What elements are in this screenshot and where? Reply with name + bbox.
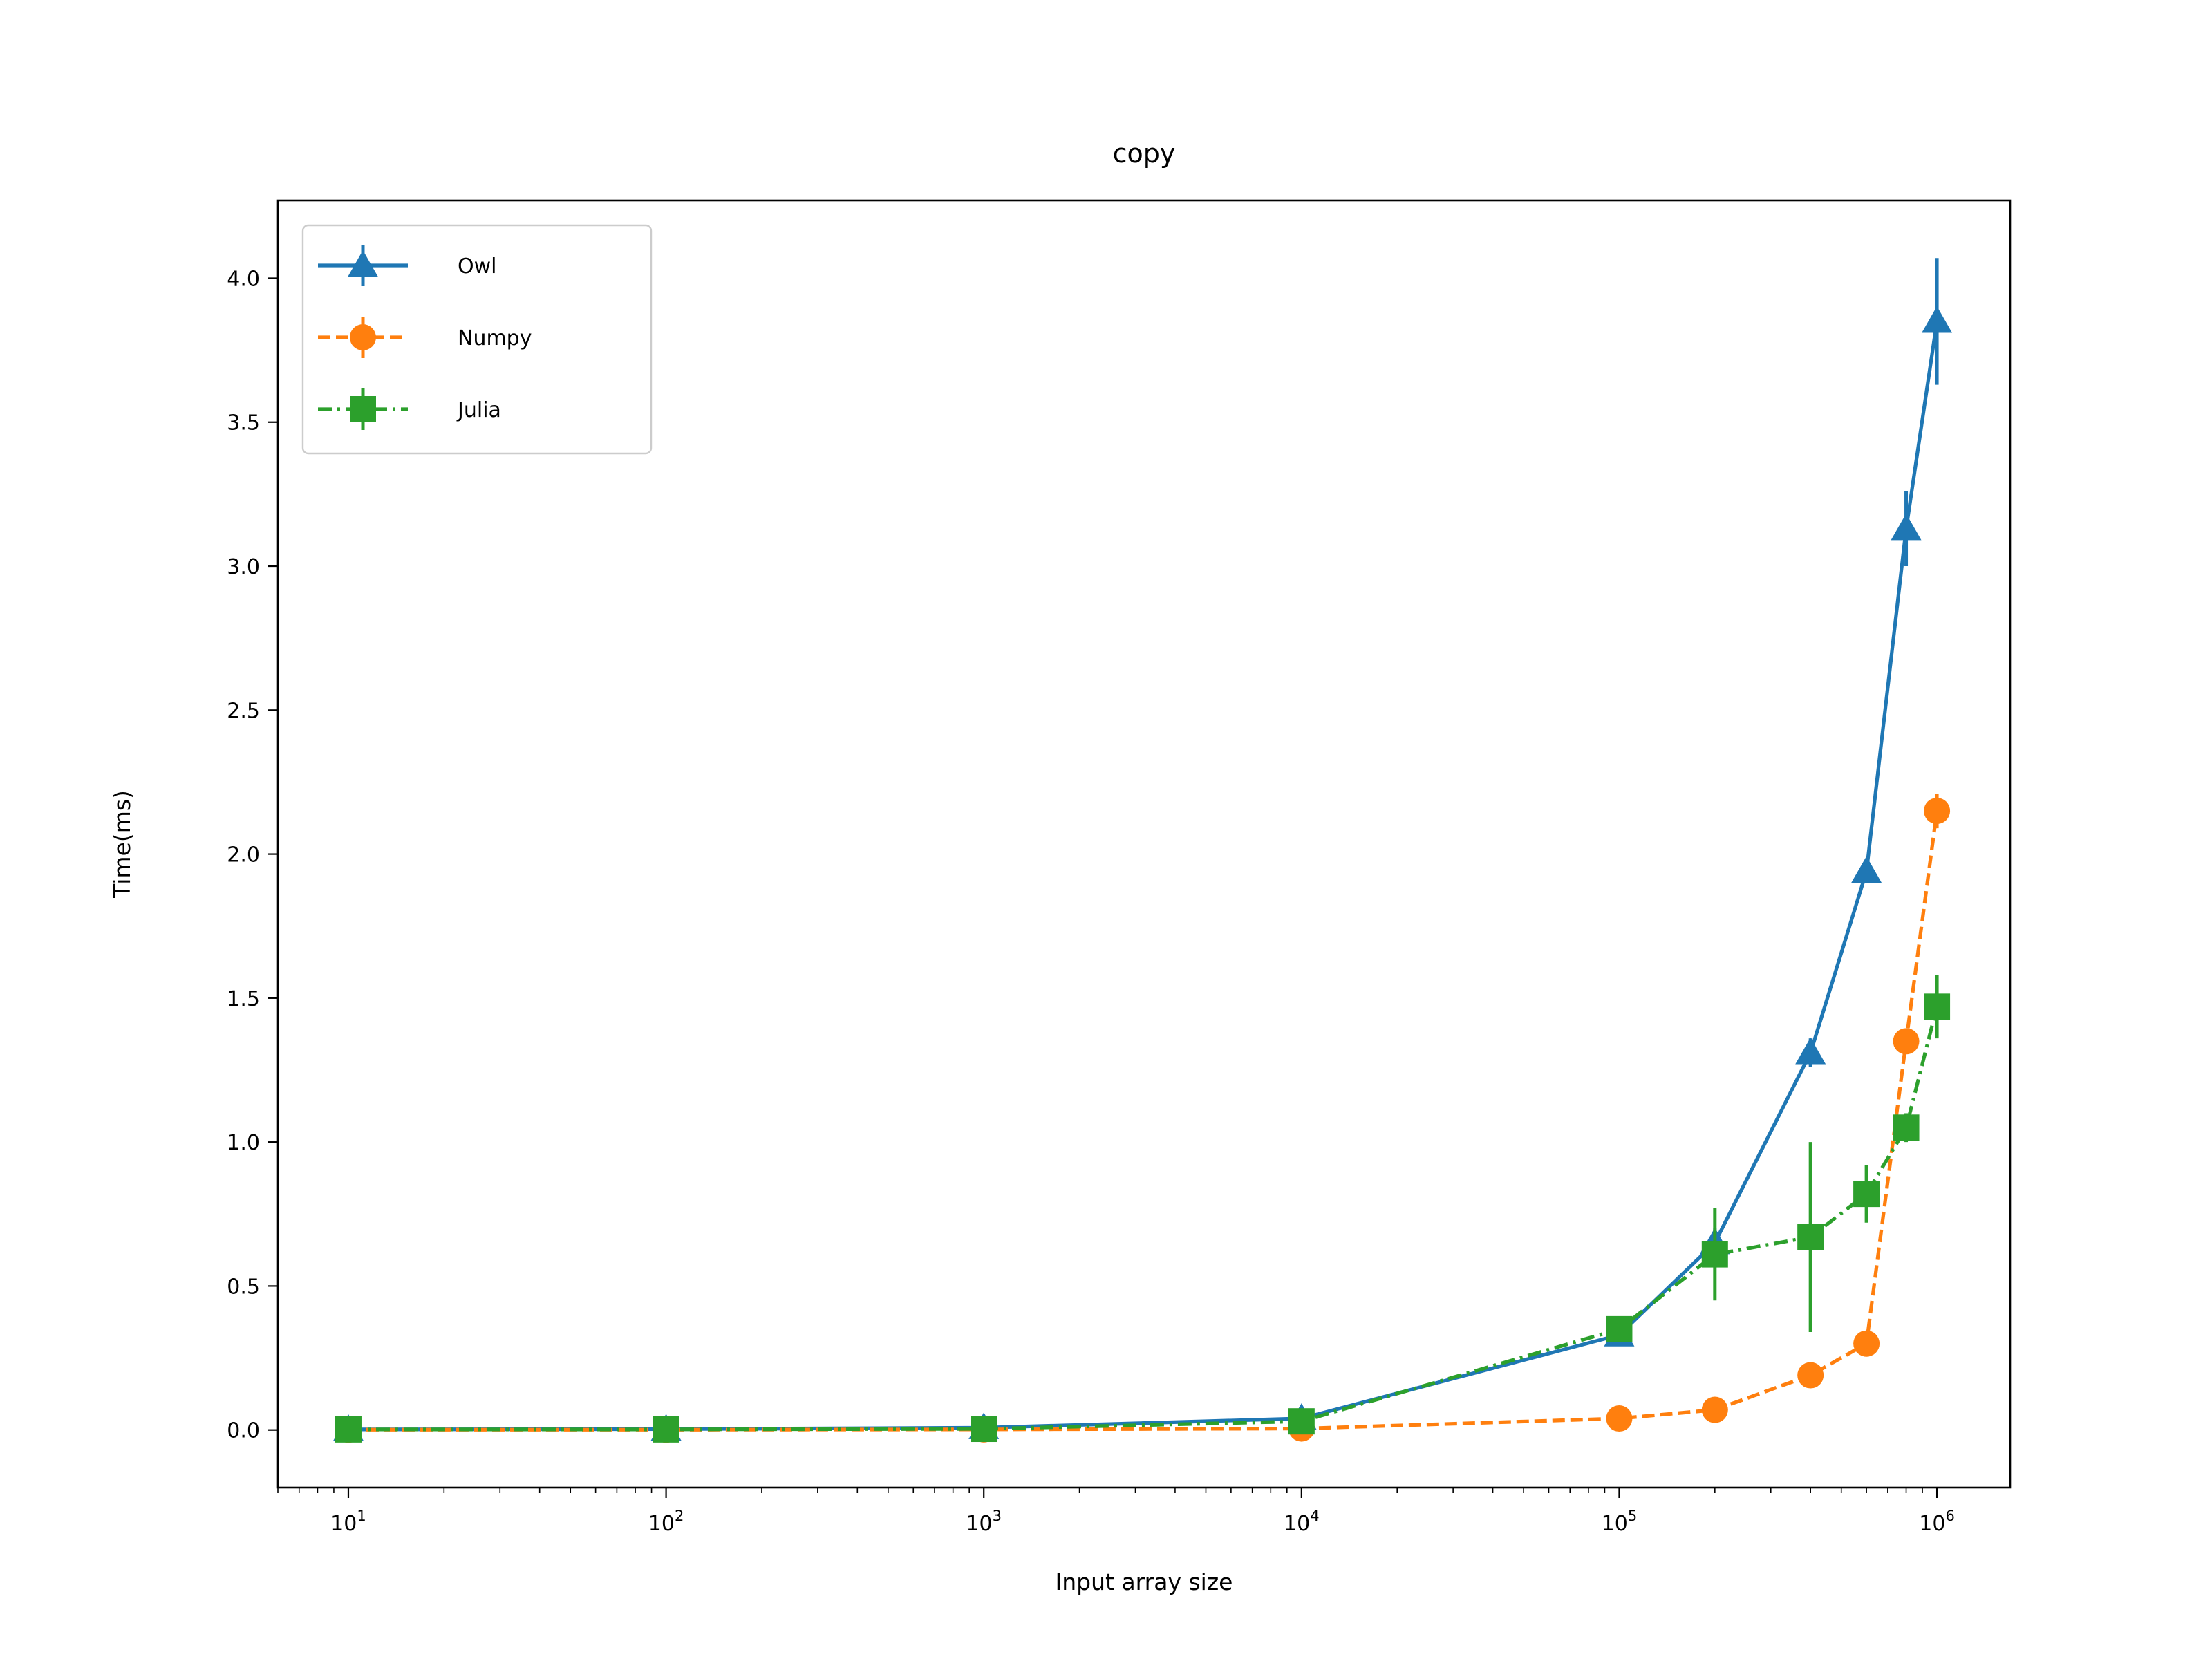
y-tick-label: 0.0 bbox=[227, 1419, 260, 1443]
legend-label: Numpy bbox=[458, 326, 532, 350]
y-tick-label: 3.0 bbox=[227, 555, 260, 579]
series-julia bbox=[335, 975, 1951, 1443]
x-tick-label-base: 10 bbox=[648, 1512, 675, 1536]
x-tick-label: 101 bbox=[330, 1508, 366, 1536]
x-axis-label: Input array size bbox=[1056, 1568, 1233, 1595]
data-point-circle bbox=[1853, 1330, 1880, 1357]
x-tick-label-base: 10 bbox=[1919, 1512, 1945, 1536]
x-tick-label-exponent: 3 bbox=[993, 1508, 1002, 1524]
legend-entry-owl: Owl bbox=[318, 245, 496, 286]
legend: Owl Numpy Julia bbox=[301, 224, 653, 455]
legend-entry-numpy: Numpy bbox=[318, 317, 532, 358]
x-tick-label-base: 10 bbox=[1602, 1512, 1628, 1536]
data-point-triangle bbox=[1795, 1038, 1826, 1065]
series-layer bbox=[332, 258, 1953, 1443]
data-point-square bbox=[350, 396, 376, 422]
data-point-triangle bbox=[348, 250, 378, 277]
x-tick-label: 106 bbox=[1919, 1508, 1955, 1536]
data-point-circle bbox=[350, 324, 376, 350]
data-point-square bbox=[1701, 1241, 1728, 1268]
x-tick-label: 105 bbox=[1602, 1508, 1638, 1536]
data-point-square bbox=[1924, 993, 1951, 1020]
y-tick-label: 1.0 bbox=[227, 1131, 260, 1155]
x-axis: 101 102 103 104 105 106 bbox=[277, 1488, 1955, 1536]
plot-area-frame bbox=[276, 199, 2012, 1489]
data-point-circle bbox=[1924, 798, 1951, 825]
data-point-square bbox=[1893, 1114, 1920, 1141]
y-tick-label: 1.5 bbox=[227, 987, 260, 1011]
data-point-triangle bbox=[1891, 513, 1922, 541]
data-point-circle bbox=[1797, 1362, 1824, 1389]
data-point-circle bbox=[1606, 1405, 1633, 1432]
data-point-square bbox=[1606, 1315, 1633, 1342]
x-tick-label-exponent: 4 bbox=[1310, 1508, 1319, 1524]
legend-label: Owl bbox=[458, 254, 496, 279]
series-line bbox=[348, 1006, 1939, 1432]
data-point-square bbox=[1797, 1224, 1824, 1250]
data-point-square bbox=[1288, 1408, 1315, 1435]
y-axis-label: Time(ms) bbox=[109, 790, 135, 899]
series-line bbox=[348, 810, 1939, 1432]
x-tick-label: 103 bbox=[966, 1508, 1002, 1536]
series-numpy bbox=[335, 794, 1951, 1443]
x-tick-label-exponent: 5 bbox=[1628, 1508, 1637, 1524]
data-point-triangle bbox=[1851, 856, 1882, 883]
legend-label: Julia bbox=[456, 398, 501, 422]
x-tick-label-exponent: 2 bbox=[675, 1508, 684, 1524]
legend-entry-julia: Julia bbox=[318, 388, 501, 430]
x-tick-label-base: 10 bbox=[330, 1512, 357, 1536]
legend-box bbox=[301, 224, 653, 455]
y-tick-label: 2.5 bbox=[227, 699, 260, 723]
x-tick-label: 102 bbox=[648, 1508, 684, 1536]
data-point-square bbox=[335, 1416, 362, 1443]
data-point-triangle bbox=[1922, 306, 1953, 333]
data-point-circle bbox=[1701, 1396, 1728, 1423]
y-axis: 0.0 0.5 1.0 1.5 2.0 2.5 3.0 3.5 4.0 bbox=[227, 267, 278, 1443]
x-tick-label-base: 10 bbox=[1284, 1512, 1310, 1536]
y-tick-label: 3.5 bbox=[227, 411, 260, 435]
y-tick-label: 2.0 bbox=[227, 843, 260, 868]
y-tick-label: 4.0 bbox=[227, 267, 260, 291]
x-tick-label: 104 bbox=[1284, 1508, 1320, 1536]
x-tick-label-exponent: 1 bbox=[357, 1508, 366, 1524]
data-point-square bbox=[653, 1416, 679, 1443]
chart-title: copy bbox=[1113, 138, 1176, 169]
data-point-circle bbox=[1893, 1028, 1920, 1055]
x-tick-label-exponent: 6 bbox=[1945, 1508, 1954, 1524]
data-point-square bbox=[1853, 1181, 1880, 1208]
data-point-square bbox=[971, 1416, 997, 1443]
y-tick-label: 0.5 bbox=[227, 1275, 260, 1299]
x-tick-label-base: 10 bbox=[966, 1512, 992, 1536]
series-line bbox=[348, 321, 1939, 1432]
